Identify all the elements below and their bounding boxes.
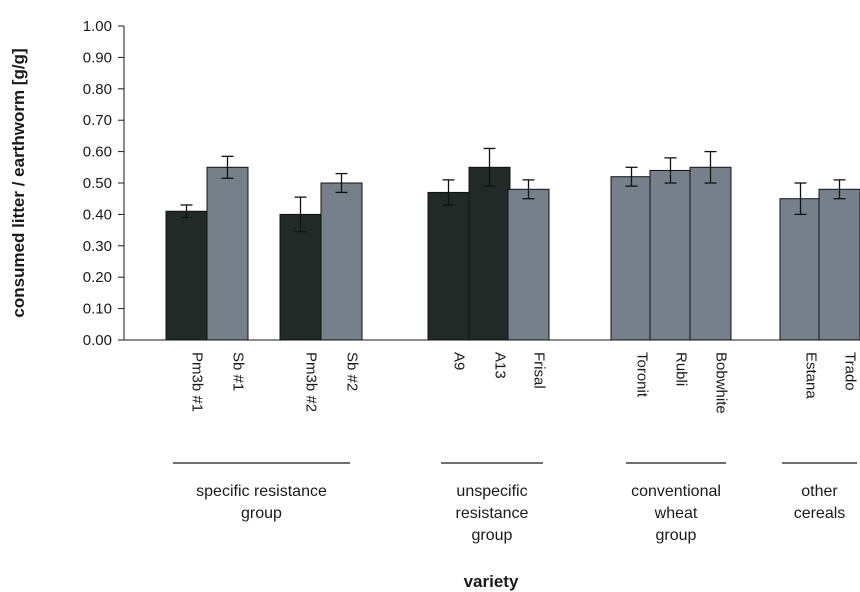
bar [206,166,249,341]
y-axis-label: consumed litter / earthworm [g/g] [9,48,28,317]
category-label: Sb #1 [230,352,247,391]
y-tick-label: 0.70 [83,112,112,129]
group-label: cereals [794,505,846,522]
labels: Pm3b #1 Sb #1 Pm3b #2 Sb #2 A9 A13 Frisal Toron… [173,352,859,544]
axes: 0.00 0.10 0.20 0.30 0.40 0.50 0.60 0.70 0.80 0.90… [83,18,860,349]
category-label: Pm3b #2 [303,352,320,412]
y-tick-label: 1.00 [83,18,112,35]
group-label: group [241,505,282,522]
category-label: Trado [842,352,859,391]
bar [279,213,322,341]
category-label: A9 [451,352,468,370]
group-label: unspecific [456,483,527,500]
y-tick-label: 0.30 [83,238,112,255]
bar [610,176,653,341]
category-label: A13 [492,352,509,379]
bar [689,166,732,341]
y-tick-label: 0.90 [83,49,112,66]
group-label: group [656,527,697,544]
group-label: wheat [654,505,698,522]
category-label: Rubli [673,352,690,386]
y-tick-label: 0.10 [83,301,112,318]
bar [468,166,511,341]
category-label: Pm3b #1 [189,352,206,412]
y-tick-label: 0.00 [83,332,112,349]
group-label: specific resistance [196,483,327,500]
category-label: Toronit [634,352,651,398]
bar [818,188,860,341]
group-label: group [472,527,513,544]
bar [320,182,363,341]
bar [165,210,208,341]
y-tick-label: 0.20 [83,269,112,286]
category-label: Frisal [531,352,548,389]
group-label: resistance [456,505,529,522]
y-tick-label: 0.60 [83,144,112,161]
group-label: other [801,483,838,500]
y-tick-label: 0.50 [83,175,112,192]
bar [427,191,470,341]
x-axis-label: variety [464,572,519,591]
bar [779,198,822,341]
bar [649,169,692,341]
bars [165,147,860,341]
category-label: Bobwhite [713,352,730,414]
bar [507,188,550,341]
y-tick-label: 0.40 [83,206,112,223]
category-label: Estana [803,352,820,399]
y-tick-label: 0.80 [83,81,112,98]
group-label: conventional [631,483,721,500]
category-label: Sb #2 [344,352,361,391]
